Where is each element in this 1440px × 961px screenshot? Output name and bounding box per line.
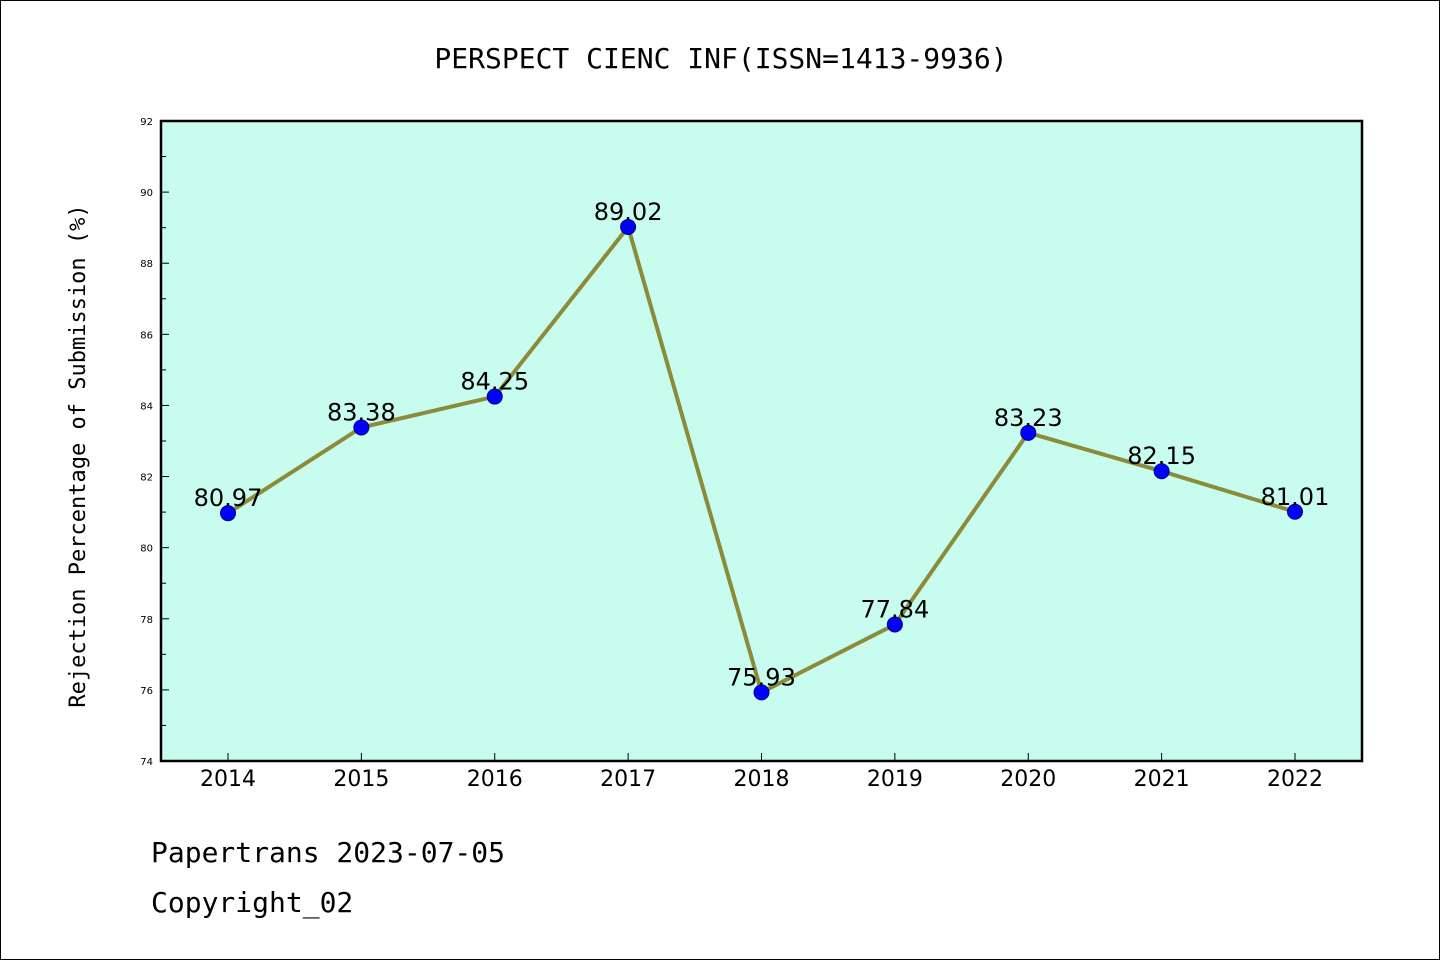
y-tick-label: 74 bbox=[140, 757, 153, 768]
series-rejection-percentage bbox=[220, 218, 1303, 701]
plot-area bbox=[161, 121, 1362, 761]
data-point-marker bbox=[753, 684, 770, 701]
data-label: 83.38 bbox=[327, 398, 396, 426]
x-tick-label: 2016 bbox=[467, 767, 523, 792]
data-label: 75.93 bbox=[727, 663, 796, 691]
y-axis-label: Rejection Percentage of Submission (%) bbox=[66, 204, 91, 707]
data-point-marker bbox=[220, 505, 236, 522]
footer-copyright: Copyright_02 bbox=[151, 886, 354, 919]
data-label: 89.02 bbox=[594, 198, 663, 226]
data-point-marker bbox=[886, 616, 903, 633]
data-label: 81.01 bbox=[1261, 483, 1330, 511]
y-axis-ticks: 74 76 78 80 82 84 86 88 90 92 bbox=[140, 117, 169, 768]
y-tick-label: 86 bbox=[140, 330, 153, 341]
y-tick-label: 82 bbox=[140, 473, 153, 484]
data-label: 80.97 bbox=[194, 484, 263, 512]
data-point-marker bbox=[353, 419, 370, 436]
y-tick-label: 76 bbox=[140, 686, 153, 697]
x-tick-label: 2015 bbox=[333, 767, 389, 792]
y-tick-label: 84 bbox=[140, 401, 153, 412]
data-labels: 80.97 83.38 84.25 89.02 75.93 77.84 83.23 82.15… bbox=[194, 198, 1330, 691]
footer-source-date: Papertrans 2023-07-05 bbox=[151, 836, 506, 869]
y-tick-label: 90 bbox=[140, 188, 153, 199]
data-point-marker bbox=[1287, 503, 1303, 520]
x-tick-label: 2014 bbox=[200, 767, 256, 792]
x-tick-label: 2019 bbox=[867, 767, 923, 792]
data-point-marker bbox=[486, 388, 503, 405]
x-tick-label: 2018 bbox=[734, 767, 790, 792]
y-tick-label: 92 bbox=[140, 117, 153, 128]
x-tick-label: 2021 bbox=[1134, 767, 1190, 792]
plot-frame bbox=[159, 119, 1364, 763]
chart-title: PERSPECT CIENC INF(ISSN=1413-9936) bbox=[434, 42, 1007, 75]
y-tick-label: 80 bbox=[140, 544, 153, 555]
x-axis-ticks: 2014 2015 2016 2017 2018 2019 2020 2021 2022 bbox=[200, 753, 1323, 792]
data-label: 83.23 bbox=[994, 404, 1063, 432]
data-label: 77.84 bbox=[861, 595, 930, 623]
data-label: 84.25 bbox=[460, 368, 529, 396]
x-tick-label: 2022 bbox=[1267, 767, 1323, 792]
y-tick-label: 78 bbox=[140, 615, 153, 626]
x-tick-label: 2017 bbox=[600, 767, 656, 792]
y-tick-label: 88 bbox=[140, 259, 153, 270]
data-point-marker bbox=[1153, 463, 1170, 480]
data-point-marker bbox=[1020, 424, 1037, 441]
data-label: 82.15 bbox=[1127, 442, 1196, 470]
data-point-marker bbox=[620, 218, 637, 235]
x-tick-label: 2020 bbox=[1000, 767, 1056, 792]
